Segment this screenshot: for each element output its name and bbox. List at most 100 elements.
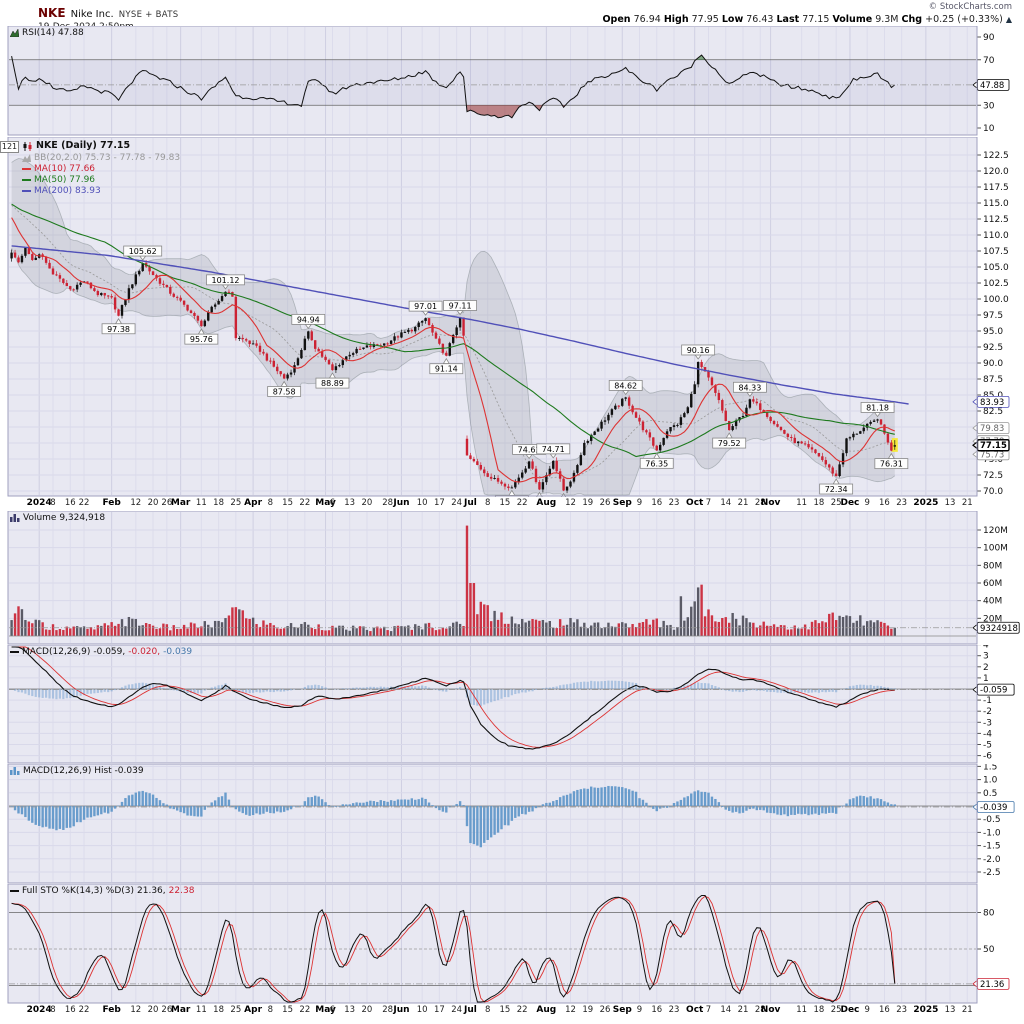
svg-text:122.5: 122.5 [983, 151, 1009, 161]
svg-text:2: 2 [983, 663, 989, 673]
rsi-plot: 90 70 30 10 47.88 [7, 26, 1010, 136]
sto-d-value: 22.38 [168, 886, 195, 896]
day-tick-label: 13 [344, 498, 356, 508]
svg-text:50: 50 [983, 945, 995, 955]
hist-bars [10, 785, 896, 848]
day-tick-label: 16 [64, 498, 76, 508]
svg-text:47.88: 47.88 [980, 81, 1004, 91]
svg-text:101.12: 101.12 [212, 276, 240, 285]
day-tick-label: 6 [329, 1005, 336, 1015]
day-tick-label: 12 [130, 1005, 142, 1015]
day-tick-label: 22 [516, 1005, 528, 1015]
day-tick-label: 11 [796, 1005, 808, 1015]
header-right: © StockCharts.com Open 76.94 High 77.95 … [602, 2, 1012, 25]
day-tick-label: 15 [282, 1005, 294, 1015]
bb-legend: BB(20,2.0) 75.73 - 77.78 - 79.83 [22, 153, 180, 163]
axis-value-bubble: -0.059 [972, 683, 1015, 696]
svg-text:97.01: 97.01 [414, 302, 437, 311]
day-tick-label: 11 [796, 498, 808, 508]
svg-text:3: 3 [983, 652, 989, 662]
low-value: 76.43 [746, 14, 774, 25]
day-tick-label: 23 [896, 498, 908, 508]
rsi-legend: RSI(14) 47.88 [10, 28, 84, 38]
svg-text:88.89: 88.89 [321, 379, 344, 388]
month-tick-label: Feb [102, 1005, 121, 1015]
svg-text:-4: -4 [983, 729, 992, 739]
svg-text:77.15: 77.15 [980, 441, 1007, 451]
day-tick-label: 13 [944, 1005, 956, 1015]
svg-text:82.5: 82.5 [983, 407, 1003, 417]
day-tick-label: 23 [668, 498, 680, 508]
svg-text:117.5: 117.5 [983, 183, 1009, 193]
day-tick-label: 14 [720, 498, 732, 508]
open-label: Open [602, 14, 631, 25]
month-tick-label: Jul [464, 1005, 477, 1015]
day-tick-label: 26 [599, 498, 611, 508]
ma50-legend: MA(50) 77.96 [22, 175, 95, 185]
day-tick-label: 20 [361, 1005, 373, 1015]
macd-panel: 4 3 2 1 -1 -2 -3 -4 -5 -6 -0.059 MACD(12,26,9) -0.… [0, 645, 1024, 764]
hist-legend-label: MACD(12,26,9) Hist -0.039 [23, 766, 144, 776]
day-tick-label: 19 [582, 498, 594, 508]
sto-legend-label: Full STO %K(14,3) %D(3) [22, 886, 135, 896]
day-tick-label: 13 [344, 1005, 356, 1015]
svg-text:30: 30 [983, 101, 995, 111]
price-annotations: 105.62 97.38 101.12 95.76 94.94 87.58 88.89 97.… [101, 245, 909, 497]
ma200-legend: MA(200) 83.93 [22, 186, 101, 196]
svg-text:-2.0: -2.0 [983, 855, 1001, 865]
stochastic-plot: 80 50 21.36 [7, 884, 1010, 1004]
bb-legend-label: BB(20,2.0) 75.73 - 77.78 - 79.83 [34, 153, 181, 163]
candlestick-icon [23, 141, 32, 151]
svg-text:0.5: 0.5 [983, 789, 997, 799]
volume-label: Volume [832, 14, 873, 25]
svg-text:102.5: 102.5 [983, 279, 1009, 289]
price-legend-label: NKE (Daily) 77.15 [36, 140, 131, 151]
day-tick-label: 28 [754, 1005, 766, 1015]
svg-text:75.73: 75.73 [980, 450, 1004, 460]
day-tick-label: 10 [416, 1005, 428, 1015]
day-tick-label: 9 [636, 1005, 643, 1015]
bollinger-band [11, 158, 895, 495]
horizontal-gridlines [9, 154, 976, 492]
day-tick-label: 18 [813, 1005, 825, 1015]
rsi-panel: 90 70 30 10 47.88 RSI(14) 47.88 [0, 26, 1024, 136]
svg-text:92.5: 92.5 [983, 343, 1003, 353]
day-tick-label: 24 [451, 498, 463, 508]
day-tick-label: 18 [813, 498, 825, 508]
price-legend: NKE (Daily) 77.15 [22, 141, 130, 151]
month-tick-label: Jun [393, 1005, 410, 1015]
ma200-line-swatch [22, 190, 31, 192]
day-tick-label: 11 [195, 1005, 207, 1015]
day-tick-label: 13 [944, 498, 956, 508]
day-tick-label: 23 [896, 1005, 908, 1015]
axis-value-bubble: 47.88 [972, 79, 1010, 91]
svg-text:21.36: 21.36 [980, 980, 1004, 990]
day-tick-label: 20 [147, 498, 159, 508]
svg-text:84.62: 84.62 [614, 381, 637, 390]
day-tick-label: 9 [864, 498, 870, 508]
svg-text:-6: -6 [983, 752, 992, 762]
day-tick-label: 15 [499, 498, 511, 508]
svg-text:100.0: 100.0 [983, 295, 1009, 305]
svg-text:100M: 100M [983, 544, 1008, 554]
svg-text:90.16: 90.16 [687, 346, 710, 355]
horizontal-gridlines [9, 529, 976, 619]
month-tick-label: Nov [760, 1005, 781, 1015]
month-tick-label: 2025 [913, 1005, 939, 1015]
price-panel: 122.5 120.0 117.5 115.0 112.5 110.0 107.5 105.0… [0, 137, 1024, 497]
day-tick-label: 7 [705, 498, 712, 508]
svg-text:20M: 20M [983, 614, 1002, 624]
day-tick-label: 8 [267, 498, 274, 508]
day-tick-label: 22 [516, 498, 528, 508]
svg-text:110.0: 110.0 [983, 231, 1009, 241]
svg-text:72.34: 72.34 [825, 485, 848, 494]
day-tick-label: 16 [879, 1005, 890, 1015]
y-axis-labels: 1.5 1.0 0.5 -0.5 -1.0 -1.5 -2.0 -2.5 [977, 764, 1001, 878]
svg-text:105.0: 105.0 [983, 263, 1009, 273]
day-tick-label: 19 [582, 1005, 594, 1015]
svg-text:-0.059: -0.059 [980, 686, 1007, 696]
svg-text:-2.5: -2.5 [983, 868, 1001, 878]
svg-text:70: 70 [983, 56, 995, 66]
